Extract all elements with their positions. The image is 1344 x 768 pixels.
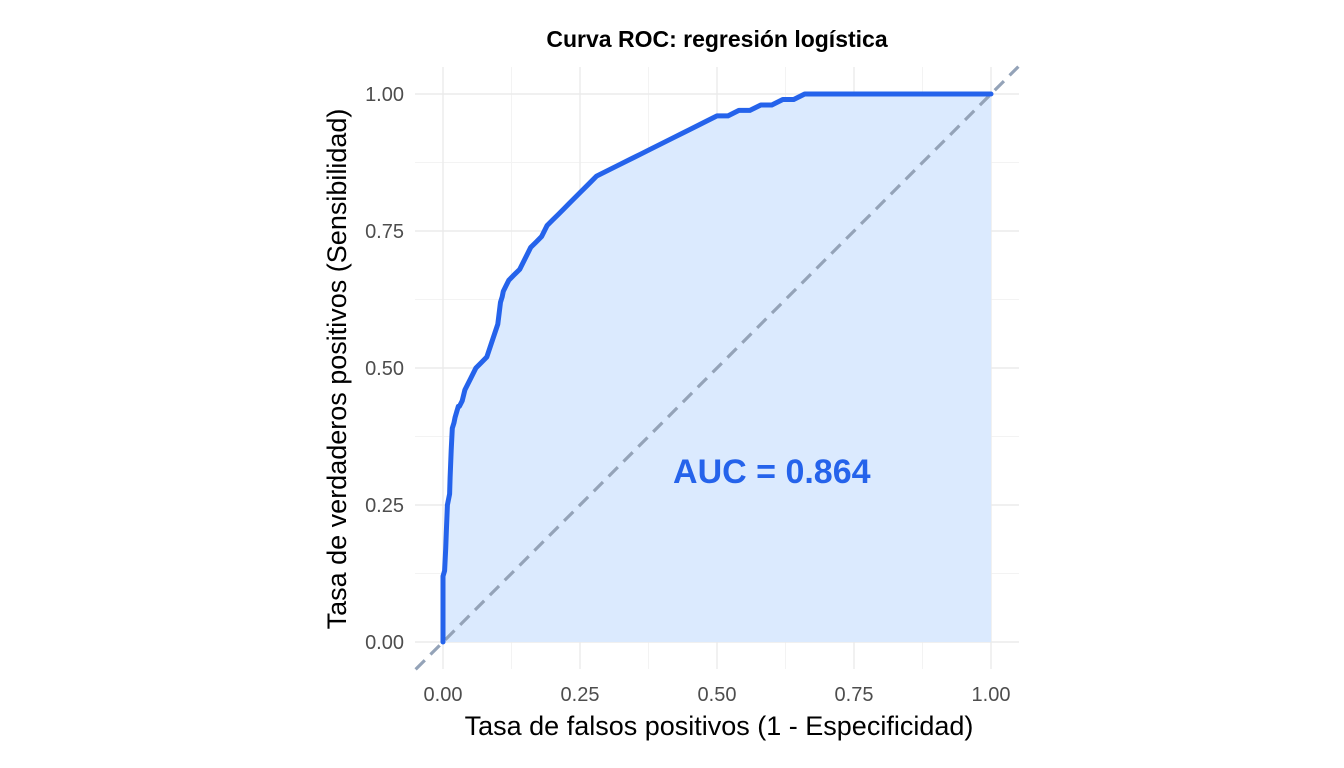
y-tick-label: 0.50 bbox=[365, 358, 404, 380]
y-axis-ticks: 0.00 0.25 0.50 0.75 1.00 bbox=[365, 84, 404, 654]
y-tick-label: 1.00 bbox=[365, 84, 404, 106]
auc-annotation: AUC = 0.864 bbox=[673, 453, 871, 491]
reference-diagonal-line bbox=[414, 65, 1020, 671]
x-axis-ticks: 0.00 0.25 0.50 0.75 1.00 bbox=[424, 684, 1011, 706]
y-axis-label: Tasa de verdaderos positivos (Sensibilid… bbox=[322, 109, 352, 630]
chart-title: Curva ROC: regresión logística bbox=[546, 26, 887, 52]
roc-curve-layer bbox=[440, 91, 994, 645]
x-tick-label: 0.75 bbox=[835, 684, 874, 706]
roc-curve-line bbox=[440, 91, 994, 645]
y-tick-label: 0.75 bbox=[365, 221, 404, 243]
x-tick-label: 1.00 bbox=[972, 684, 1011, 706]
x-tick-label: 0.50 bbox=[698, 684, 737, 706]
y-tick-label: 0.25 bbox=[365, 495, 404, 517]
annotation-layer: AUC = 0.864 bbox=[673, 453, 871, 491]
reference-diagonal-layer bbox=[414, 65, 1020, 671]
x-axis-label: Tasa de falsos positivos (1 - Especifici… bbox=[465, 711, 974, 741]
x-tick-label: 0.25 bbox=[561, 684, 600, 706]
y-tick-label: 0.00 bbox=[365, 632, 404, 654]
x-tick-label: 0.00 bbox=[424, 684, 463, 706]
